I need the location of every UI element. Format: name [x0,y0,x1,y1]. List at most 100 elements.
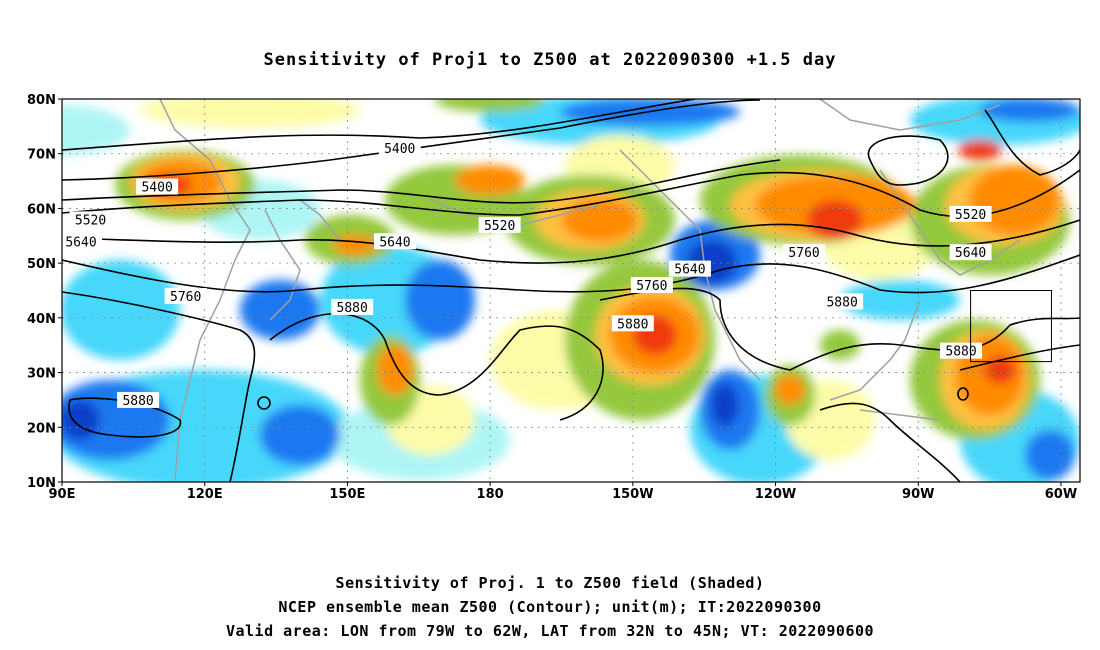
z500-contour-line [257,396,271,410]
z500-contour-line [62,254,1080,294]
map-frame [61,98,1081,483]
contour-label: 5880 [617,317,648,332]
shade-blob-red [958,140,1002,160]
shade-blob-blue [260,405,340,465]
contour-label-bg [949,205,992,222]
coastline [819,99,1001,131]
contour-label: 5520 [75,213,106,228]
contour-label-bg [949,244,992,261]
lat-tick-label: 50N [27,257,56,272]
contour-label-bg [69,211,112,228]
contour-label: 5640 [379,235,410,250]
z500-contour-line [68,397,182,438]
coastline [264,209,301,321]
contour-label: 5760 [636,279,667,294]
shade-blob-light_cyan [62,105,130,155]
plot-title: Sensitivity of Proj1 to Z500 at 20220903… [263,50,837,70]
contour-label: 5760 [170,290,201,305]
caption-line-3: Valid area: LON from 79W to 62W, LAT fro… [225,622,875,640]
contour-label-bg [668,260,711,277]
lat-tick-label: 30N [27,367,56,382]
contour-label: 5880 [337,301,368,316]
grid-lines [62,99,1080,482]
shade-blob-green [435,99,545,112]
shade-blob-orange [377,345,413,395]
contour-label-bg [940,342,983,359]
contour-label: 5880 [945,345,976,360]
caption-line-1: Sensitivity of Proj. 1 to Z500 field (Sh… [335,574,765,592]
lon-tick-label: 120W [755,487,796,502]
coastline [859,409,941,421]
contour-label: 5520 [484,219,515,234]
z500-contour-line [599,287,1080,371]
z500-contour-line [984,109,1080,176]
lon-tick-label: 60W [1045,487,1077,502]
contour-label-bg [821,293,864,310]
lat-tick-label: 70N [27,148,56,163]
shade-blob-green [820,330,860,360]
lat-tick-label: 40N [27,312,56,327]
z500-contour-line [957,387,969,401]
lon-tick-label: 150E [329,487,365,502]
shade-blob-blue [1025,430,1075,480]
shade-blob-orange [562,198,638,242]
lon-tick-label: 90E [49,487,76,502]
z500-contour-line [819,402,961,482]
lon-tick-label: 90W [902,487,934,502]
z500-contour-line [62,99,761,181]
contour-label: 5880 [826,295,857,310]
contour-label: 5760 [788,246,819,261]
z500-contour-line [959,344,1080,371]
lon-tick-label: 180 [477,487,504,502]
shade-blob-red [807,200,863,240]
shade-blob-yellow [140,99,360,128]
contour-label-bg [136,178,179,195]
shade-blob-cyan [62,260,180,360]
contour-label-bg [117,391,160,408]
contour-label: 5880 [122,394,153,409]
shade-blob-cyan [840,280,960,320]
shade-blob-red [984,356,1016,384]
contour-label: 5640 [65,235,96,250]
contour-labels: 5400 5400 5520 5520 5520 5640 5640 5640 5640 5760… [60,140,992,409]
contour-label: 5400 [141,181,172,196]
shade-blob-orange [455,165,525,195]
contour-label-bg [783,244,826,261]
contour-label-bg [478,216,521,233]
shade-blob-orange [970,165,1060,235]
lat-tick-label: 60N [27,202,56,217]
shade-blob-blue [980,99,1080,122]
lat-tick-label: 10N [27,476,56,491]
z500-contour-line [62,169,1080,218]
z500-contour-line [62,99,700,151]
coastline [159,99,251,481]
shade-blob-dark_blue [711,383,739,427]
caption-line-2: NCEP ensemble mean Z500 (Contour); unit(… [278,598,822,616]
lat-tick-label: 80N [27,93,56,108]
shade-blob-orange [333,235,377,255]
shade-blob-dark_blue [62,400,100,440]
contour-label-bg [378,140,421,157]
lon-tick-label: 150W [612,487,653,502]
coastline [299,199,341,241]
coastline [829,299,921,401]
contour-label-bg [164,287,207,304]
contour-label: 5400 [384,142,415,157]
z500-contour-line [62,219,1080,264]
contour-label-bg [611,315,654,332]
z500-contour-line [62,291,256,482]
contour-label-bg [60,233,103,250]
lon-tick-label: 120E [187,487,223,502]
contour-label: 5640 [674,263,705,278]
contour-label-bg [331,298,374,315]
coastline [619,149,761,381]
contour-label-bg [373,233,416,250]
contour-label: 5520 [955,208,986,223]
shade-blob-blue [405,260,475,340]
shade-blob-orange [775,375,805,405]
lat-tick-label: 20N [27,421,56,436]
contour-label-bg [630,277,673,294]
z500-contour-line [269,312,604,421]
z500-contour-line [867,135,949,186]
contour-label: 5640 [955,246,986,261]
